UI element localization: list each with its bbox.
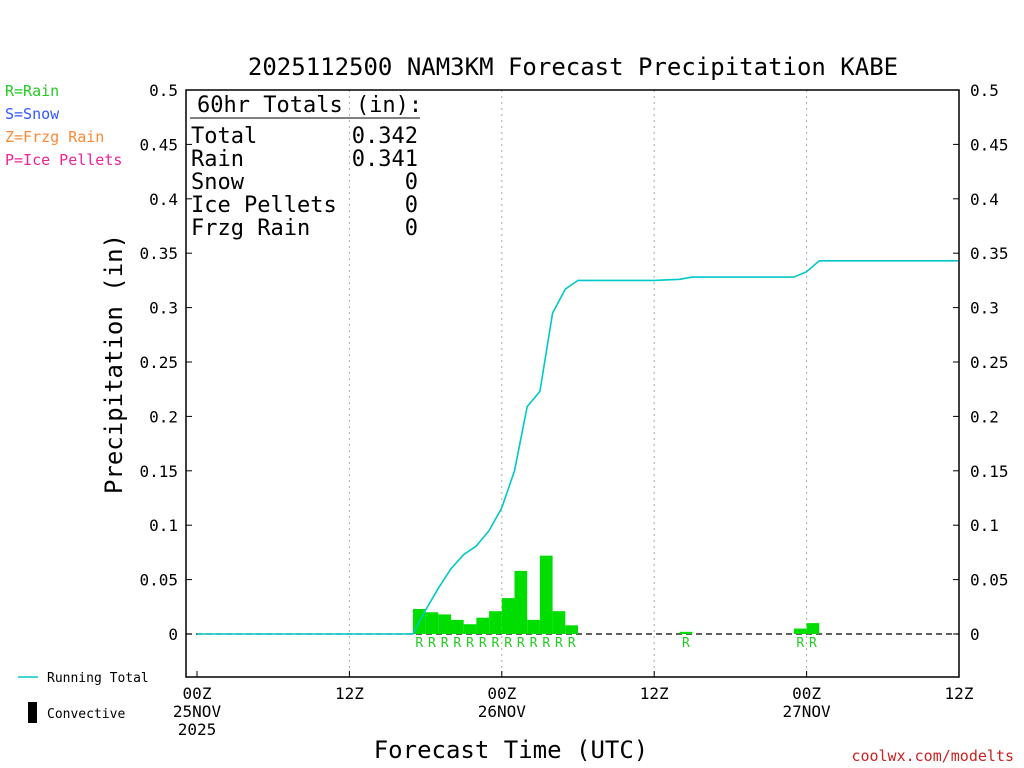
bottom-legend: Running Total Convective	[18, 671, 149, 723]
totals-row-label: Snow	[191, 170, 245, 195]
x-tick-label: 26NOV	[478, 702, 527, 721]
bar-type-label: R	[682, 636, 690, 651]
y-tick-label-right: 0.5	[970, 81, 999, 100]
y-tick-label-right: 0.15	[970, 462, 1009, 481]
plot-frame	[185, 89, 960, 678]
totals-box: 60hr Totals (in): Total 0.342 Rain 0.341 Snow…	[190, 93, 422, 241]
x-tick-label: 12Z	[640, 684, 669, 703]
bar-type-label: R	[492, 636, 500, 651]
totals-row-value: 0	[405, 170, 418, 195]
bar-type-label: R	[415, 636, 423, 651]
totals-row-value: 0.341	[352, 147, 418, 172]
bar-type-label: R	[453, 636, 461, 651]
y-tick-label-left: 0.25	[139, 353, 178, 372]
precip-type-legend-item: R=Rain	[5, 82, 59, 100]
y-tick-label-right: 0.3	[970, 299, 999, 318]
y-tick-label-left: 0	[168, 625, 178, 644]
precip-type-legend-item: S=Snow	[5, 105, 60, 123]
bar-type-label: R	[542, 636, 550, 651]
y-tick-label-left: 0.05	[139, 571, 178, 590]
precip-type-legend-item: Z=Frzg Rain	[5, 128, 104, 146]
y-tick-label-right: 0.25	[970, 353, 1009, 372]
totals-row-label: Total	[191, 124, 257, 149]
hourly-bar	[514, 570, 528, 634]
y-tick-label-right: 0.35	[970, 244, 1009, 263]
y-tick-label-right: 0.45	[970, 135, 1009, 154]
totals-row-label: Rain	[191, 147, 244, 172]
y-tick-label-left: 0.35	[139, 244, 178, 263]
bar-type-label: R	[809, 636, 817, 651]
totals-row-value: 0.342	[352, 124, 418, 149]
y-tick-label-right: 0.2	[970, 407, 999, 426]
x-tick-label: 00Z	[183, 684, 212, 703]
x-tick-label: 25NOV	[173, 702, 222, 721]
totals-row-value: 0	[405, 193, 418, 218]
convective-legend-label: Convective	[47, 707, 125, 722]
chart-title: 2025112500 NAM3KM Forecast Precipitation…	[248, 53, 898, 81]
hourly-bar	[527, 619, 540, 634]
bar-type-label: R	[428, 636, 436, 651]
precip-type-legend-item: P=Ice Pellets	[5, 151, 122, 169]
hourly-bar	[463, 624, 477, 634]
x-tick-label: 27NOV	[783, 702, 832, 721]
bar-type-label: R	[530, 636, 538, 651]
y-tick-label-left: 0.2	[149, 407, 178, 426]
bar-type-label: R	[796, 636, 804, 651]
axes: 0 00.05 0.050.1 0.10.15 0.150.2 0.20.25 0.250.…	[139, 81, 1008, 739]
y-tick-label-right: 0.1	[970, 516, 999, 535]
bar-type-label: R	[466, 636, 474, 651]
y-tick-label-left: 0.5	[149, 81, 178, 100]
convective-legend-swatch	[28, 702, 37, 723]
hourly-bar	[679, 631, 693, 634]
y-axis-label: Precipitation (in)	[100, 234, 128, 494]
y-tick-label-right: 0.05	[970, 571, 1009, 590]
precip-type-legend: R=Rain S=Snow Z=Frzg Rain P=Ice Pellets	[5, 82, 122, 169]
y-tick-label-left: 0.3	[149, 299, 178, 318]
running-total-line	[197, 259, 959, 635]
totals-row-label: Frzg Rain	[191, 216, 310, 241]
x-tick-label: 12Z	[335, 684, 364, 703]
hourly-bar	[476, 617, 490, 634]
totals-heading: 60hr Totals (in):	[197, 93, 422, 118]
hourly-bar	[793, 628, 807, 634]
hourly-bar	[565, 625, 578, 634]
bar-type-label: R	[517, 636, 525, 651]
bar-type-label: R	[555, 636, 563, 651]
y-tick-label-left: 0.4	[149, 190, 178, 209]
hourly-bar	[552, 611, 566, 634]
bar-type-label: R	[479, 636, 487, 651]
y-tick-label-right: 0	[970, 625, 980, 644]
totals-row-value: 0	[405, 216, 418, 241]
hourly-bar	[451, 619, 464, 634]
running-total-legend-label: Running Total	[47, 671, 149, 686]
y-tick-label-left: 0.45	[139, 135, 178, 154]
x-tick-label: 00Z	[792, 684, 821, 703]
bar-type-label: R	[568, 636, 576, 651]
hourly-bar	[806, 623, 820, 634]
totals-row-label: Ice Pellets	[191, 193, 337, 218]
grid-lines	[186, 90, 959, 677]
hourly-bar	[438, 614, 451, 634]
y-tick-label-right: 0.4	[970, 190, 999, 209]
bar-type-label: R	[504, 636, 512, 651]
x-tick-label: 12Z	[945, 684, 974, 703]
y-tick-label-left: 0.15	[139, 462, 178, 481]
x-tick-label: 2025	[178, 720, 217, 739]
credit-text: coolwx.com/modelts	[851, 747, 1014, 765]
y-tick-label-left: 0.1	[149, 516, 178, 535]
hourly-bar	[489, 611, 502, 634]
running-total-layer	[197, 259, 959, 635]
bar-type-label: R	[441, 636, 449, 651]
x-tick-label: 00Z	[487, 684, 516, 703]
hourly-bar	[501, 598, 515, 634]
hourly-bar	[539, 555, 553, 634]
x-axis-label: Forecast Time (UTC)	[374, 736, 649, 764]
hourly-bar	[425, 612, 439, 634]
